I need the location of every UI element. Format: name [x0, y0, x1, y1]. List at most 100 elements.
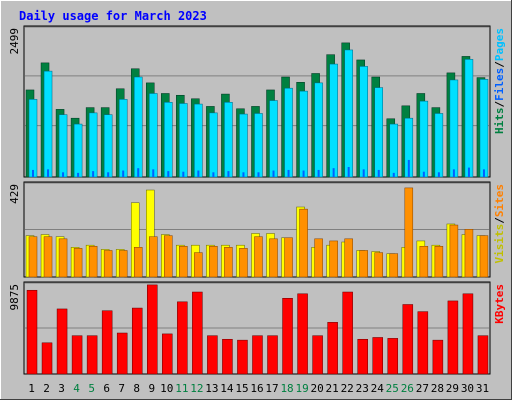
bar-files-day-13 — [209, 112, 218, 178]
bar-pages-day-21 — [332, 168, 335, 177]
day-labels-group: 1 2 3 4 5 6 7 8 9 10 11 12 13 14 15 16 17 18 19 20 21 22 23 24 2… — [28, 382, 489, 395]
bar-pages-day-26 — [407, 159, 410, 177]
legend-text-hits-files-pages: Hits/Files/Pages — [493, 28, 506, 134]
bar-files-day-1 — [28, 99, 38, 178]
bar-sites-day-22 — [344, 238, 353, 278]
x-tick-label-day-11: 11 — [175, 382, 188, 395]
bar-files-day-19 — [299, 90, 308, 178]
bar-kbytes-day-21 — [327, 322, 338, 375]
bar-pages-day-1 — [32, 169, 34, 177]
x-tick-label-day-2: 2 — [43, 382, 50, 395]
legend-item-sep: / — [493, 101, 506, 108]
bar-files-day-9 — [149, 93, 158, 178]
bar-files-day-2 — [43, 70, 53, 178]
x-tick-label-day-8: 8 — [133, 382, 140, 395]
bar-pages-day-18 — [287, 169, 290, 177]
bar-files-day-29 — [449, 79, 459, 178]
bar-pages-day-7 — [122, 170, 125, 177]
bar-files-day-12 — [194, 103, 203, 178]
bar-files-day-22 — [344, 49, 353, 178]
x-tick-label-day-19: 19 — [295, 382, 308, 395]
x-tick-label-day-24: 24 — [371, 382, 385, 395]
bar-kbytes-day-16 — [252, 335, 263, 375]
bar-kbytes-day-10 — [162, 333, 173, 375]
legend-item-hits: Hits — [493, 108, 506, 135]
x-tick-label-day-13: 13 — [205, 382, 218, 395]
bar-kbytes-day-17 — [267, 335, 278, 375]
bar-sites-day-1 — [28, 236, 38, 278]
bar-pages-day-3 — [62, 172, 65, 177]
bar-pages-day-10 — [167, 171, 170, 177]
bar-sites-day-11 — [179, 245, 188, 278]
bar-sites-day-3 — [58, 238, 68, 278]
bar-sites-day-29 — [449, 224, 459, 278]
bar-pages-day-13 — [212, 172, 215, 177]
bar-files-day-10 — [164, 102, 173, 178]
bar-kbytes-day-28 — [432, 339, 444, 375]
x-tick-label-day-1: 1 — [28, 382, 35, 395]
bar-pages-day-14 — [227, 171, 230, 177]
legend-item-kbytes: KBytes — [493, 284, 506, 324]
bar-pages-day-2 — [47, 169, 50, 177]
bar-sites-day-14 — [224, 247, 233, 278]
bar-sites-day-5 — [88, 245, 98, 278]
bar-sites-day-26 — [404, 187, 414, 278]
bar-kbytes-day-30 — [462, 293, 474, 375]
bar-files-day-27 — [419, 100, 429, 178]
bar-pages-day-25 — [392, 172, 395, 177]
bar-kbytes-day-23 — [357, 338, 368, 375]
bar-sites-day-23 — [359, 250, 368, 278]
legend-text-visits-sites: Visits/Sites — [493, 184, 506, 264]
bar-sites-day-21 — [329, 240, 338, 278]
x-tick-label-day-21: 21 — [326, 382, 339, 395]
bar-files-day-4 — [73, 123, 83, 178]
bar-sites-day-27 — [419, 245, 429, 278]
x-tick-label-day-27: 27 — [416, 382, 429, 395]
bar-kbytes-day-6 — [101, 310, 113, 375]
bar-files-day-28 — [434, 113, 444, 178]
bar-sites-day-20 — [314, 238, 323, 278]
bar-kbytes-day-5 — [86, 335, 98, 375]
bar-files-day-15 — [239, 113, 248, 178]
x-tick-label-day-4: 4 — [73, 382, 80, 395]
bar-files-day-6 — [103, 114, 113, 178]
x-tick-label-day-25: 25 — [386, 382, 399, 395]
legend-item-visits: Visits — [493, 224, 506, 264]
bar-files-day-3 — [58, 114, 68, 178]
x-tick-label-day-14: 14 — [220, 382, 234, 395]
bar-files-day-11 — [179, 103, 188, 178]
x-tick-label-day-29: 29 — [446, 382, 459, 395]
bar-files-day-16 — [254, 113, 263, 178]
bar-kbytes-day-26 — [402, 304, 414, 375]
bar-sites-day-12 — [194, 252, 203, 278]
bar-pages-day-4 — [77, 172, 80, 177]
bar-files-day-21 — [329, 63, 338, 178]
x-tick-label-day-31: 31 — [476, 382, 489, 395]
bar-sites-day-17 — [269, 238, 278, 278]
bar-kbytes-day-25 — [387, 338, 399, 375]
bar-pages-day-29 — [452, 169, 455, 177]
bar-pages-day-19 — [302, 170, 305, 177]
bar-sites-day-8 — [133, 247, 143, 278]
x-tick-label-day-12: 12 — [190, 382, 203, 395]
bar-kbytes-day-19 — [297, 293, 308, 375]
legend-hits-files-pages: Hits/Files/Pages — [493, 28, 506, 134]
bar-files-day-18 — [284, 87, 293, 178]
bar-kbytes-day-14 — [222, 338, 233, 375]
bar-files-day-31 — [479, 79, 489, 178]
bar-sites-day-30 — [464, 229, 474, 278]
bar-pages-day-27 — [422, 171, 425, 177]
y-max-label-kbytes: 9875 — [8, 284, 21, 311]
bar-sites-day-31 — [479, 235, 489, 278]
x-tick-label-day-3: 3 — [58, 382, 65, 395]
x-tick-label-day-18: 18 — [280, 382, 293, 395]
bar-pages-day-5 — [92, 171, 95, 177]
bar-pages-day-24 — [377, 169, 380, 177]
bar-sites-day-4 — [73, 248, 83, 278]
x-tick-label-day-30: 30 — [461, 382, 474, 395]
bar-sites-day-24 — [374, 252, 383, 278]
bar-sites-day-10 — [164, 235, 173, 278]
panel-visits-sites: 429 Visits/Sites — [8, 181, 506, 278]
bar-kbytes-day-4 — [71, 335, 83, 375]
bar-files-day-8 — [133, 76, 143, 178]
